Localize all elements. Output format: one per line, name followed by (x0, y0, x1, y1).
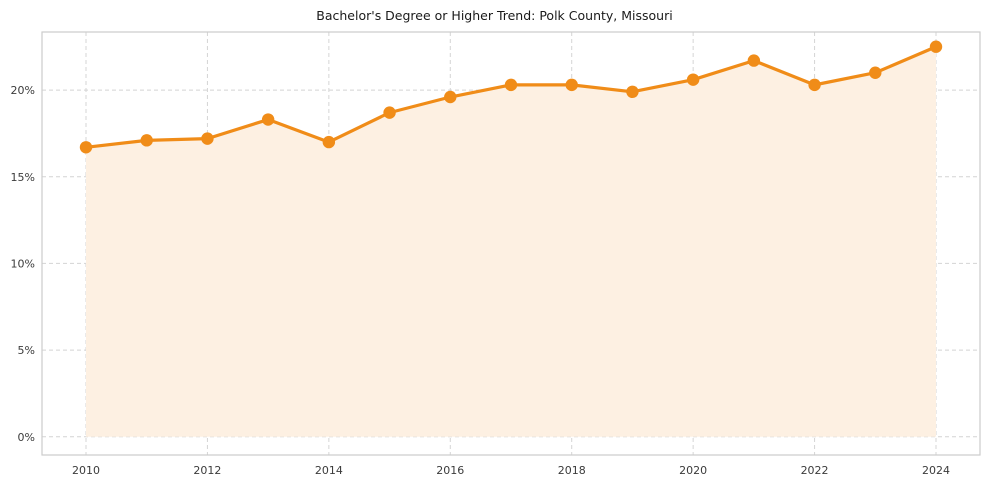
data-point (626, 85, 639, 99)
y-tick-label: 15% (11, 171, 35, 184)
chart-title: Bachelor's Degree or Higher Trend: Polk … (316, 8, 673, 23)
x-tick-label: 2012 (193, 464, 221, 477)
data-point (929, 40, 943, 53)
x-tick-label: 2018 (558, 464, 586, 477)
data-point (747, 54, 761, 67)
data-point (201, 132, 214, 145)
data-point (869, 66, 882, 79)
x-tick-label: 2024 (922, 464, 950, 477)
x-tick-label: 2022 (801, 464, 829, 477)
data-point (322, 135, 336, 149)
plot-border (41, 31, 981, 456)
y-tick-label: 20% (11, 84, 35, 97)
data-point (444, 90, 457, 104)
data-point (140, 134, 153, 147)
x-tick-label: 2016 (436, 464, 464, 477)
y-tick-label: 5% (18, 344, 35, 357)
x-tick-label: 2010 (72, 464, 100, 477)
data-point (261, 113, 275, 126)
data-point (79, 141, 93, 154)
x-tick-label: 2020 (679, 464, 707, 477)
data-point (383, 106, 396, 119)
data-point (504, 78, 518, 92)
data-point (565, 78, 578, 92)
y-tick-label: 10% (11, 257, 35, 270)
area-fill (86, 46, 936, 437)
y-tick-label: 0% (18, 431, 35, 444)
data-point (808, 78, 821, 92)
x-tick-label: 2014 (315, 464, 343, 477)
data-point (686, 73, 700, 86)
